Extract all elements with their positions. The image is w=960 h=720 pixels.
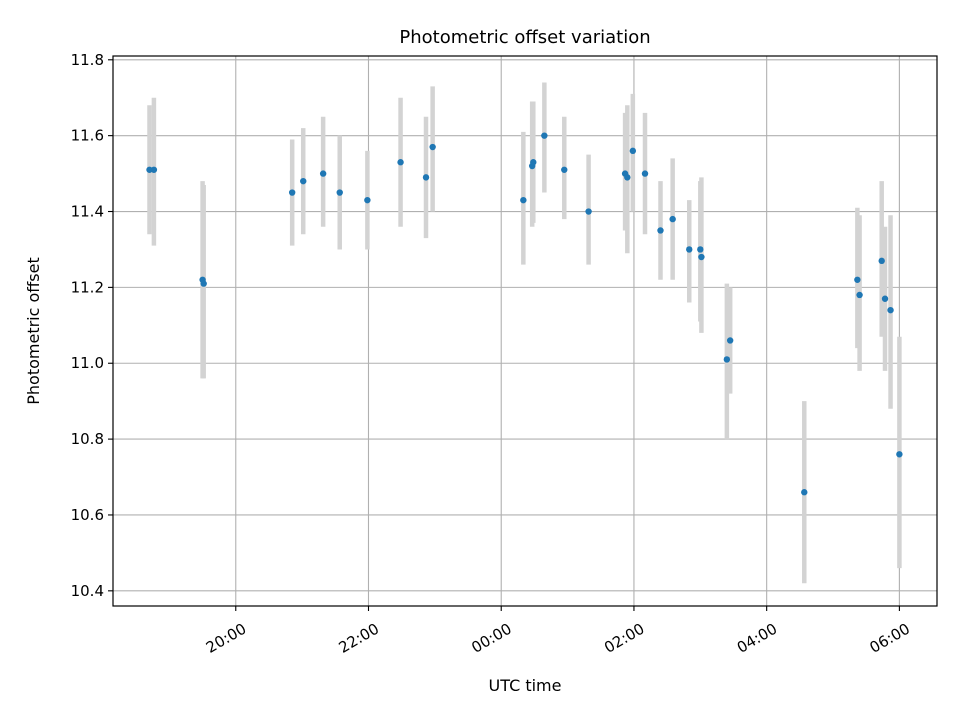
y-axis-label: Photometric offset (24, 257, 43, 405)
data-point (541, 132, 548, 139)
data-point (856, 291, 863, 299)
data-point (397, 159, 404, 166)
data-point (657, 227, 664, 234)
y-tick-label: 11.2 (71, 278, 104, 296)
data-point (669, 215, 676, 223)
data-point (520, 196, 527, 204)
x-axis-label: UTC time (489, 676, 562, 695)
data-point (319, 170, 327, 177)
data-point (887, 306, 894, 314)
data-point (200, 280, 207, 287)
data-point (641, 170, 649, 177)
data-point (723, 356, 731, 363)
y-tick-label: 10.8 (71, 430, 104, 448)
data-point (686, 246, 693, 253)
data-point (364, 196, 371, 204)
data-point (288, 189, 296, 196)
data-point (726, 337, 734, 344)
data-point (300, 177, 307, 185)
data-point (530, 159, 537, 166)
data-point (629, 147, 637, 155)
y-tick-label: 11.6 (71, 127, 104, 145)
data-points (146, 132, 903, 496)
data-point (336, 189, 343, 196)
y-tick-label: 11.0 (71, 354, 104, 372)
data-point (801, 489, 808, 496)
data-point (854, 276, 861, 283)
y-tick-label: 11.4 (71, 203, 104, 221)
chart-title: Photometric offset variation (399, 27, 650, 48)
data-point (624, 174, 631, 181)
y-tick-label: 10.6 (71, 506, 104, 524)
data-point (429, 143, 436, 151)
y-tick-label: 11.8 (71, 51, 104, 69)
y-tick-label: 10.4 (71, 582, 104, 600)
data-point (697, 246, 704, 253)
data-point (585, 208, 592, 215)
data-point (561, 166, 568, 173)
data-point (878, 257, 885, 265)
data-point (422, 174, 430, 181)
data-point (150, 166, 158, 173)
data-point (896, 451, 903, 458)
plot-frame (112, 55, 938, 607)
data-point (698, 253, 705, 261)
data-point (146, 166, 153, 173)
data-point (881, 295, 889, 302)
